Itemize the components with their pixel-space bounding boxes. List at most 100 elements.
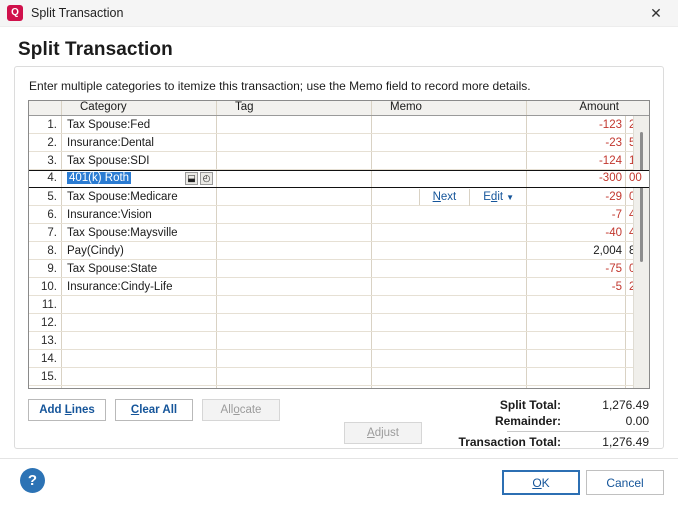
edit-button[interactable]: Edit ▼	[469, 188, 527, 206]
cell-tag[interactable]	[216, 350, 371, 367]
cell-tag[interactable]	[216, 188, 371, 205]
cell-memo[interactable]	[371, 224, 526, 241]
cell-memo[interactable]	[371, 278, 526, 295]
allocate-button[interactable]: Allocate	[202, 399, 280, 421]
cell-tag[interactable]	[216, 332, 371, 349]
cell-category[interactable]	[61, 368, 216, 385]
cell-category[interactable]: Tax Spouse:State	[61, 260, 216, 277]
cell-amount-dollars[interactable]: -5	[526, 278, 625, 295]
cell-memo[interactable]	[371, 296, 526, 313]
cell-category[interactable]	[61, 350, 216, 367]
table-row[interactable]: 13.	[29, 332, 649, 350]
cell-amount-dollars[interactable]: -40	[526, 224, 625, 241]
cell-category[interactable]: Tax Spouse:Maysville	[61, 224, 216, 241]
cell-category[interactable]: Pay(Cindy)	[61, 242, 216, 259]
cell-tag[interactable]	[216, 278, 371, 295]
cell-amount-dollars[interactable]	[526, 386, 625, 388]
table-row[interactable]: 1.Tax Spouse:Fed-12326	[29, 116, 649, 134]
cell-tag[interactable]	[216, 134, 371, 151]
cell-memo[interactable]	[371, 314, 526, 331]
close-icon[interactable]: ✕	[650, 4, 662, 21]
clear-all-button[interactable]: Clear All	[115, 399, 193, 421]
cell-tag[interactable]	[216, 224, 371, 241]
table-row[interactable]: 3.Tax Spouse:SDI-12419	[29, 152, 649, 170]
table-row[interactable]: 9.Tax Spouse:State-7509	[29, 260, 649, 278]
cell-amount-dollars[interactable]	[526, 368, 625, 385]
cell-memo[interactable]	[371, 260, 526, 277]
table-row[interactable]: 2.Insurance:Dental-2351	[29, 134, 649, 152]
next-button[interactable]: Next	[418, 189, 470, 205]
table-row[interactable]: 8.Pay(Cindy)2,00480	[29, 242, 649, 260]
cell-amount-dollars[interactable]	[526, 332, 625, 349]
cell-tag[interactable]	[216, 386, 371, 388]
category-input-value[interactable]: 401(k) Roth	[67, 172, 132, 184]
cell-tag[interactable]	[216, 206, 371, 223]
table-row[interactable]: 12.	[29, 314, 649, 332]
cell-category[interactable]: Insurance:Vision	[61, 206, 216, 223]
cell-memo[interactable]	[371, 206, 526, 223]
cell-amount-dollars[interactable]: -75	[526, 260, 625, 277]
cell-tag[interactable]	[216, 116, 371, 133]
cell-tag[interactable]	[216, 152, 371, 169]
add-lines-button[interactable]: Add Lines	[28, 399, 106, 421]
cell-category[interactable]	[61, 314, 216, 331]
cell-category[interactable]	[61, 296, 216, 313]
category-dropdown-icon[interactable]: ⬓	[185, 172, 198, 185]
cell-tag[interactable]	[216, 368, 371, 385]
cell-amount-dollars[interactable]: -300	[526, 171, 625, 187]
cell-memo[interactable]: Next Edit ▼	[371, 188, 527, 206]
cell-amount-cents[interactable]	[625, 332, 649, 349]
table-row[interactable]: 11.	[29, 296, 649, 314]
table-row[interactable]: 4. 401(k) Roth ⬓ ◴ -300 00	[29, 170, 649, 188]
cell-amount-cents[interactable]: 00	[625, 171, 649, 187]
help-icon[interactable]: ?	[20, 468, 45, 493]
header-category[interactable]: Category	[61, 101, 216, 115]
cell-memo[interactable]	[371, 368, 526, 385]
header-memo[interactable]: Memo	[371, 101, 526, 115]
cell-amount-dollars[interactable]: -124	[526, 152, 625, 169]
cell-memo[interactable]	[371, 350, 526, 367]
table-row[interactable]: 6.Insurance:Vision-748	[29, 206, 649, 224]
cell-amount-dollars[interactable]: -123	[526, 116, 625, 133]
header-amount[interactable]: Amount	[526, 101, 625, 115]
cell-tag[interactable]	[216, 260, 371, 277]
cell-memo[interactable]	[371, 152, 526, 169]
cell-category[interactable]	[61, 386, 216, 388]
cell-category[interactable]: Tax Spouse:Fed	[61, 116, 216, 133]
table-row[interactable]: 10.Insurance:Cindy-Life-526	[29, 278, 649, 296]
cell-amount-dollars[interactable]	[526, 314, 625, 331]
cancel-button[interactable]: Cancel	[586, 470, 664, 495]
cell-amount-dollars[interactable]: -7	[526, 206, 625, 223]
grid-scrollbar[interactable]	[633, 116, 649, 388]
cell-category[interactable]: Tax Spouse:SDI	[61, 152, 216, 169]
cell-tag[interactable]	[216, 171, 371, 187]
table-row[interactable]: 15.	[29, 368, 649, 386]
cell-amount-cents[interactable]	[625, 314, 649, 331]
header-tag[interactable]: Tag	[216, 101, 371, 115]
table-row[interactable]: 16.	[29, 386, 649, 388]
grid-scrollbar-thumb[interactable]	[640, 132, 643, 262]
cell-amount-dollars[interactable]: -29	[526, 188, 625, 205]
cell-memo[interactable]	[371, 171, 526, 187]
cell-amount-cents[interactable]	[625, 368, 649, 385]
cell-category[interactable]: Insurance:Dental	[61, 134, 216, 151]
cell-category[interactable]: 401(k) Roth ⬓ ◴	[61, 171, 216, 187]
table-row[interactable]: 14.	[29, 350, 649, 368]
cell-amount-dollars[interactable]	[526, 350, 625, 367]
cell-amount-dollars[interactable]: -23	[526, 134, 625, 151]
cell-amount-cents[interactable]	[625, 386, 649, 388]
cell-amount-dollars[interactable]: 2,004	[526, 242, 625, 259]
cell-tag[interactable]	[216, 296, 371, 313]
cell-memo[interactable]	[371, 116, 526, 133]
cell-tag[interactable]	[216, 314, 371, 331]
cell-category[interactable]: Tax Spouse:Medicare	[61, 188, 216, 205]
cell-memo[interactable]	[371, 134, 526, 151]
calculator-icon[interactable]: ◴	[200, 172, 213, 185]
ok-button[interactable]: OK	[502, 470, 580, 495]
cell-memo[interactable]	[371, 242, 526, 259]
cell-tag[interactable]	[216, 242, 371, 259]
adjust-button[interactable]: Adjust	[344, 422, 422, 444]
table-row[interactable]: 7.Tax Spouse:Maysville-4048	[29, 224, 649, 242]
cell-amount-dollars[interactable]	[526, 296, 625, 313]
